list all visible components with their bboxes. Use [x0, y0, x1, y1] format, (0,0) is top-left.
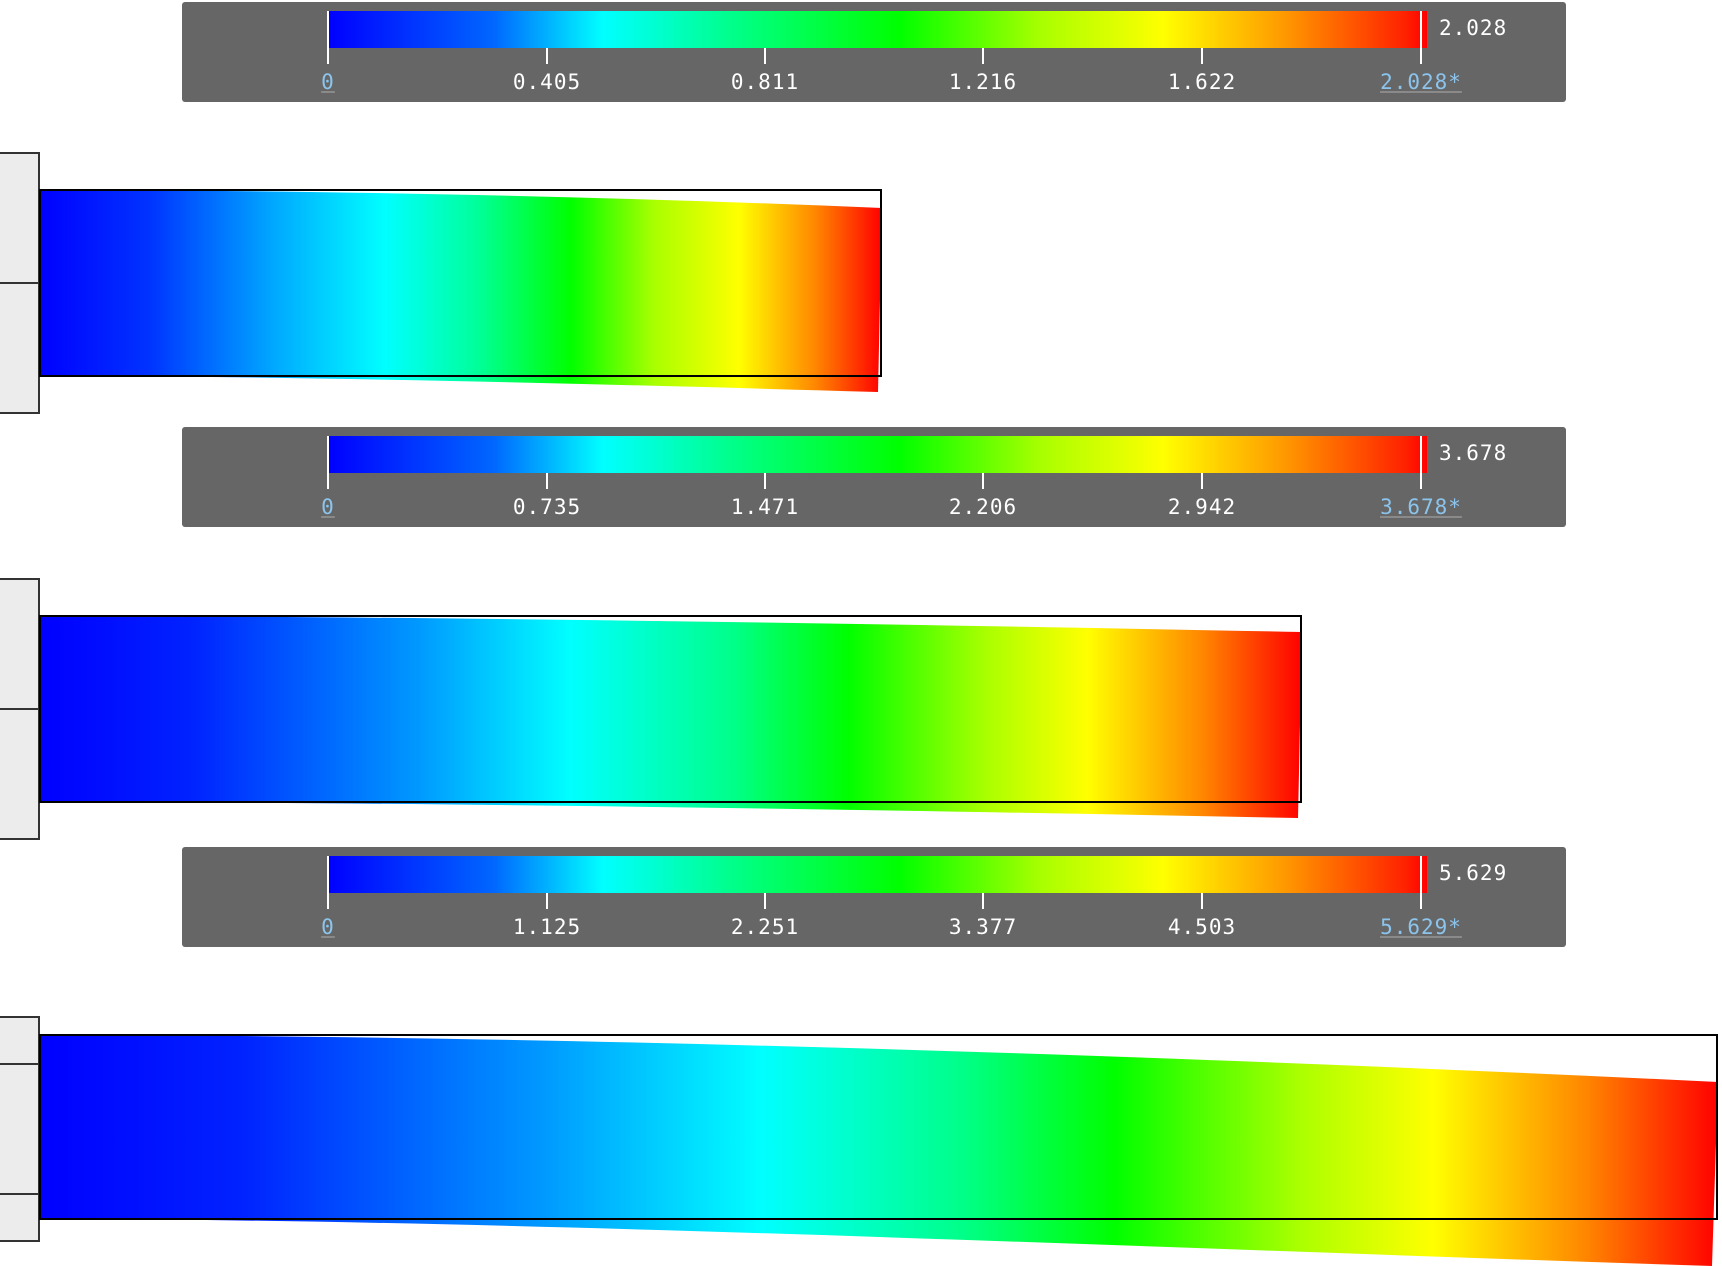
colorbar-ramp: [328, 436, 1427, 473]
undeformed-outline: [39, 189, 882, 377]
colorbar-tick: [982, 48, 984, 64]
colorbar-tick-label: 4.503: [1167, 915, 1237, 939]
colorbar-tick: [1201, 473, 1203, 489]
colorbar-tick-label: 2.206: [948, 495, 1018, 519]
colorbar-tick: [764, 893, 766, 909]
colorbar-tick: [764, 473, 766, 489]
colorbar-tick: [1420, 473, 1422, 489]
deformed-beam: [40, 1035, 1718, 1266]
colorbar-ramp: [328, 856, 1427, 893]
colorbar-tick-label-min[interactable]: 0: [321, 495, 335, 519]
colorbar-tick: [982, 473, 984, 489]
colorbar-tick: [1201, 48, 1203, 64]
support-divider: [0, 1193, 40, 1195]
colorbar-tick-label: 3.377: [948, 915, 1018, 939]
undeformed-outline: [39, 615, 1302, 803]
colorbar-zero-line: [327, 11, 329, 48]
colorbar-tick-label-max[interactable]: 5.629*: [1380, 915, 1462, 939]
colorbar-tick: [1201, 893, 1203, 909]
colorbar-ramp: [328, 11, 1427, 48]
colorbar-tick-label: 0.735: [512, 495, 582, 519]
colorbar-tick-label: 0.405: [512, 70, 582, 94]
colorbar-tick-label-max[interactable]: 3.678*: [1380, 495, 1462, 519]
colorbar-tick: [546, 473, 548, 489]
colorbar-tick-label: 2.251: [730, 915, 800, 939]
colorbar-tick: [764, 48, 766, 64]
support-divider: [0, 282, 40, 284]
colorbar-max-value: 5.629: [1439, 861, 1508, 885]
colorbar-tick-label: 1.125: [512, 915, 582, 939]
beam-svg: [39, 615, 1302, 818]
colorbar-panel-1: 2.028 0 0.405 0.811 1.216 1.622 2.028*: [182, 2, 1566, 102]
colorbar-panel-3: 5.629 0 1.125 2.251 3.377 4.503 5.629*: [182, 847, 1566, 947]
deformed-beam: [40, 190, 882, 392]
colorbar-tick: [327, 473, 329, 489]
colorbar-tick: [1420, 48, 1422, 64]
colorbar-zero-line: [327, 856, 329, 893]
colorbar-max-line: [1420, 436, 1422, 473]
colorbar-tick: [546, 893, 548, 909]
deformed-beam: [40, 616, 1302, 818]
colorbar-tick-label: 0.811: [730, 70, 800, 94]
colorbar-tick: [1420, 893, 1422, 909]
colorbar-max-value: 2.028: [1439, 16, 1508, 40]
undeformed-outline: [39, 1034, 1718, 1220]
colorbar-tick-label: 1.622: [1167, 70, 1237, 94]
colorbar-tick: [982, 893, 984, 909]
colorbar-max-line: [1420, 856, 1422, 893]
colorbar-tick-label: 1.216: [948, 70, 1018, 94]
beam-svg: [39, 1034, 1718, 1266]
beam-svg: [39, 189, 882, 392]
colorbar-max-value: 3.678: [1439, 441, 1508, 465]
colorbar-tick: [327, 893, 329, 909]
colorbar-tick: [546, 48, 548, 64]
colorbar-max-line: [1420, 11, 1422, 48]
colorbar-tick-label-min[interactable]: 0: [321, 70, 335, 94]
colorbar-tick-label-min[interactable]: 0: [321, 915, 335, 939]
support-divider: [0, 708, 40, 710]
support-divider: [0, 1063, 40, 1065]
colorbar-panel-2: 3.678 0 0.735 1.471 2.206 2.942 3.678*: [182, 427, 1566, 527]
colorbar-tick-label: 1.471: [730, 495, 800, 519]
colorbar-tick: [327, 48, 329, 64]
colorbar-zero-line: [327, 436, 329, 473]
colorbar-tick-label: 2.942: [1167, 495, 1237, 519]
colorbar-tick-label-max[interactable]: 2.028*: [1380, 70, 1462, 94]
